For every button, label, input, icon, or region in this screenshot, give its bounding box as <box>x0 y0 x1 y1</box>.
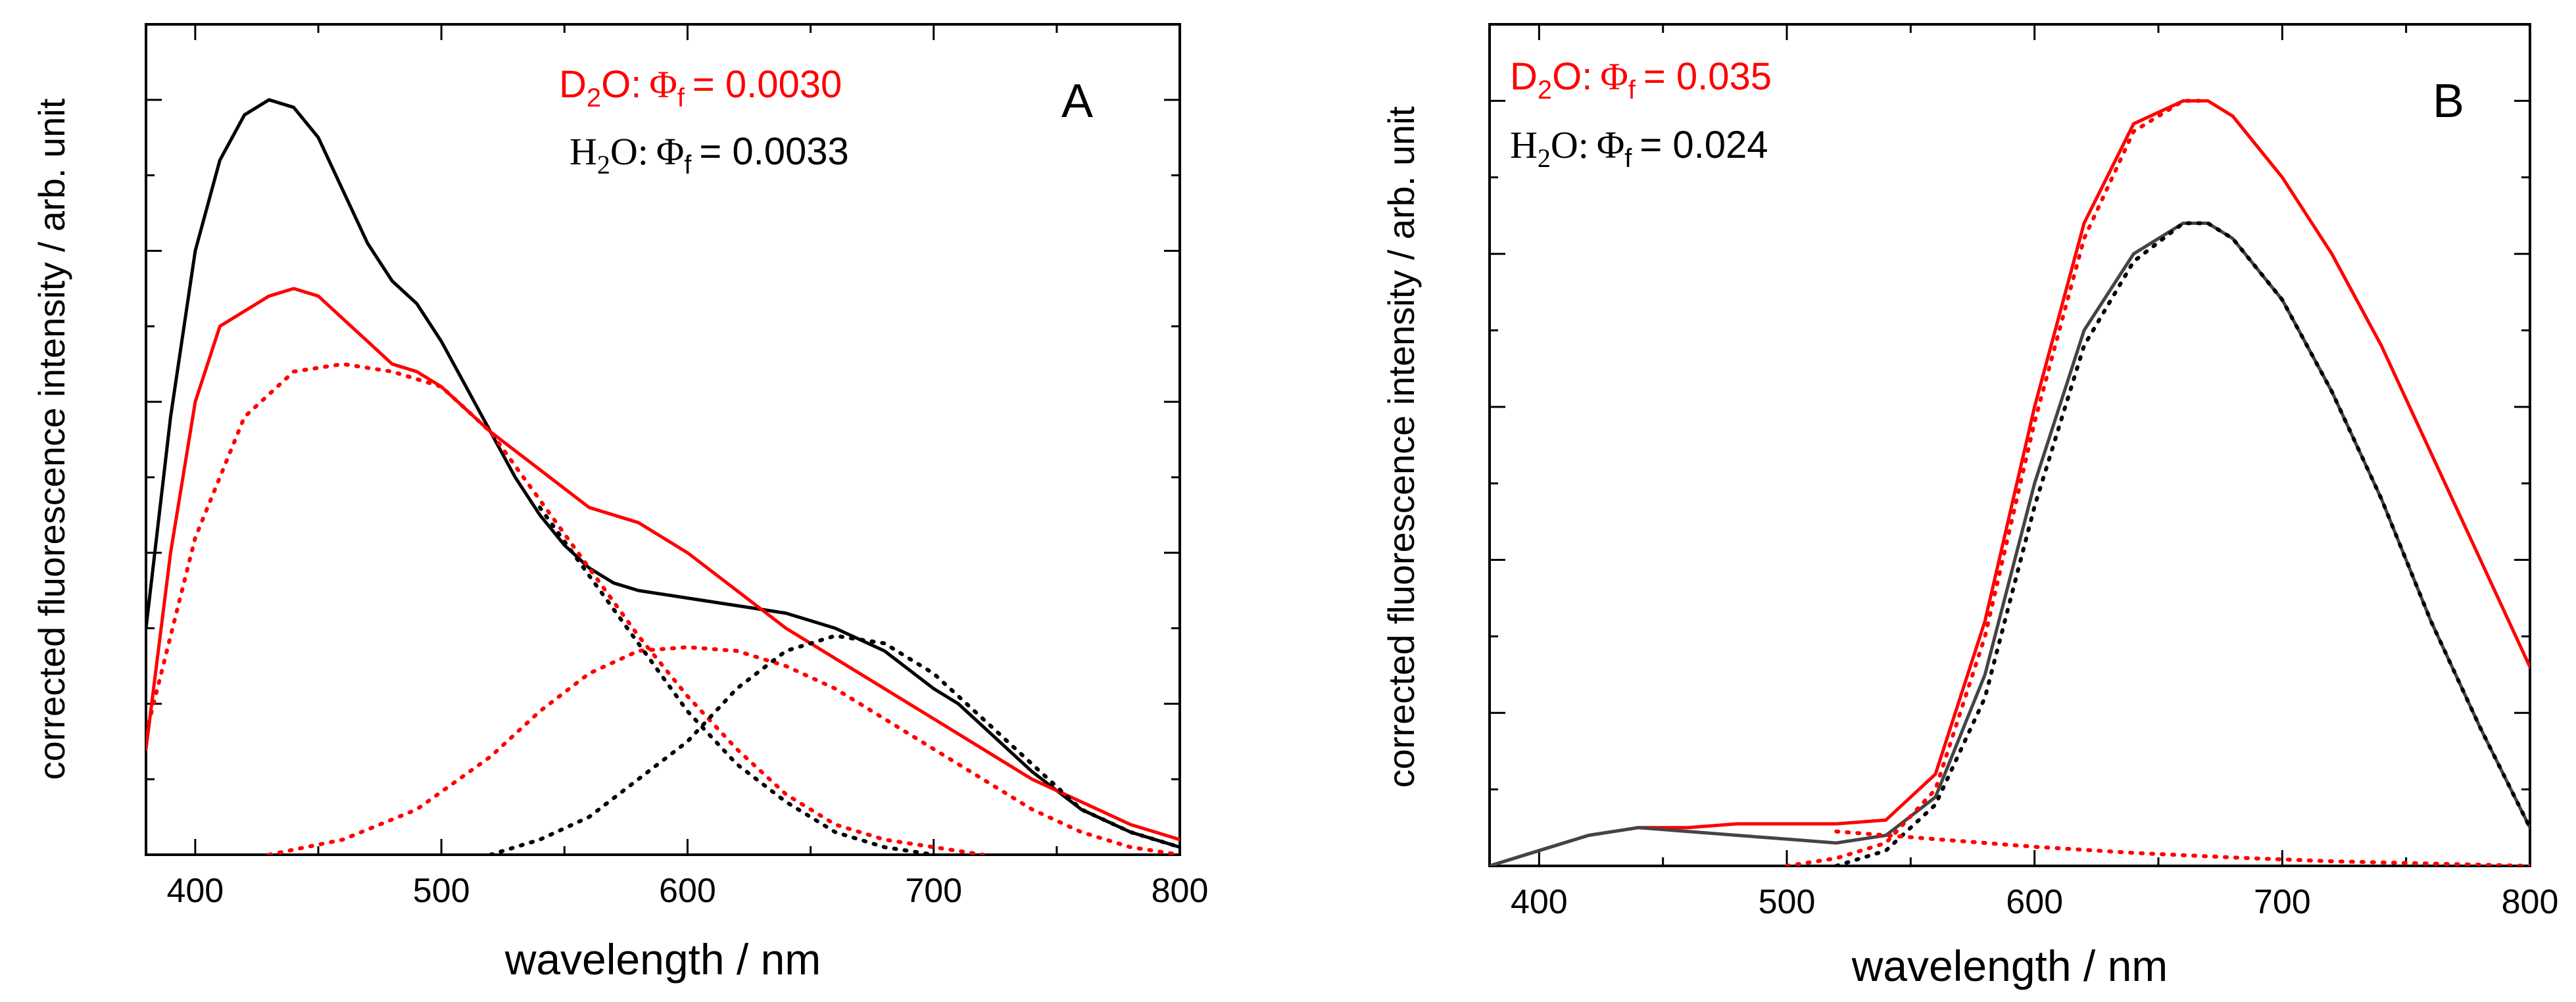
plot-frame-b <box>1488 23 2531 867</box>
series-d2o-component-2-a <box>267 645 1180 855</box>
x-tick-label: 700 <box>905 872 962 910</box>
x-axis-label-a: wavelength / nm <box>504 935 821 984</box>
series-d2o-emission-b <box>1490 99 2530 866</box>
x-tick-labels-b: 400 500 600 700 800 <box>1511 883 2558 921</box>
x-tick-label: 600 <box>2006 883 2063 921</box>
annotation-h2o-a: H2O: Φf = 0.0033 <box>570 130 849 179</box>
annotation-h2o-b: H2O: Φf = 0.024 <box>1510 124 1768 173</box>
panel-label-b: B <box>2433 75 2464 128</box>
panel-a: 400 500 600 700 800 wavelength / nm correcte… <box>31 23 1208 984</box>
annotation-d2o-b: D2O: Φf = 0.035 <box>1510 55 1772 105</box>
x-tick-labels-a: 400 500 600 700 800 <box>166 872 1208 910</box>
axis-ticks-b <box>1490 24 2531 866</box>
x-tick-label: 800 <box>1152 872 1209 910</box>
x-tick-label: 500 <box>1759 883 1816 921</box>
axis-ticks-a <box>146 24 1181 855</box>
x-tick-label: 800 <box>2502 883 2559 921</box>
x-tick-label: 500 <box>413 872 470 910</box>
series-baseline-b <box>1834 829 2530 866</box>
y-axis-label-a: corrected fluorescence intensity / arb. … <box>31 98 72 780</box>
x-tick-label: 400 <box>166 872 224 910</box>
x-tick-label: 400 <box>1511 883 1568 921</box>
series-h2o-component-2-a <box>489 634 1180 855</box>
panel-label-a: A <box>1061 75 1093 128</box>
x-tick-label: 600 <box>659 872 716 910</box>
series-h2o-emission-b <box>1490 222 2530 866</box>
x-axis-label-b: wavelength / nm <box>1851 942 2168 990</box>
y-axis-label-b: corrected fluorescence intensity / arb. … <box>1380 106 1422 788</box>
series-h2o-fit-b <box>1834 221 2530 866</box>
annotation-d2o-a: D2O: Φf = 0.0030 <box>559 63 842 112</box>
series-h2o-emission-a <box>146 98 1180 849</box>
series-d2o-fit-b <box>1785 99 2210 866</box>
x-tick-label: 700 <box>2254 883 2311 921</box>
series-group-a <box>146 98 1180 855</box>
series-d2o-emission-a <box>146 287 1180 842</box>
series-d2o-component-1-a <box>146 362 985 855</box>
panel-b: 400 500 600 700 800 wavelength / nm correcte… <box>1380 23 2558 990</box>
plot-frame-a <box>145 23 1181 856</box>
series-group-b <box>1490 99 2530 866</box>
